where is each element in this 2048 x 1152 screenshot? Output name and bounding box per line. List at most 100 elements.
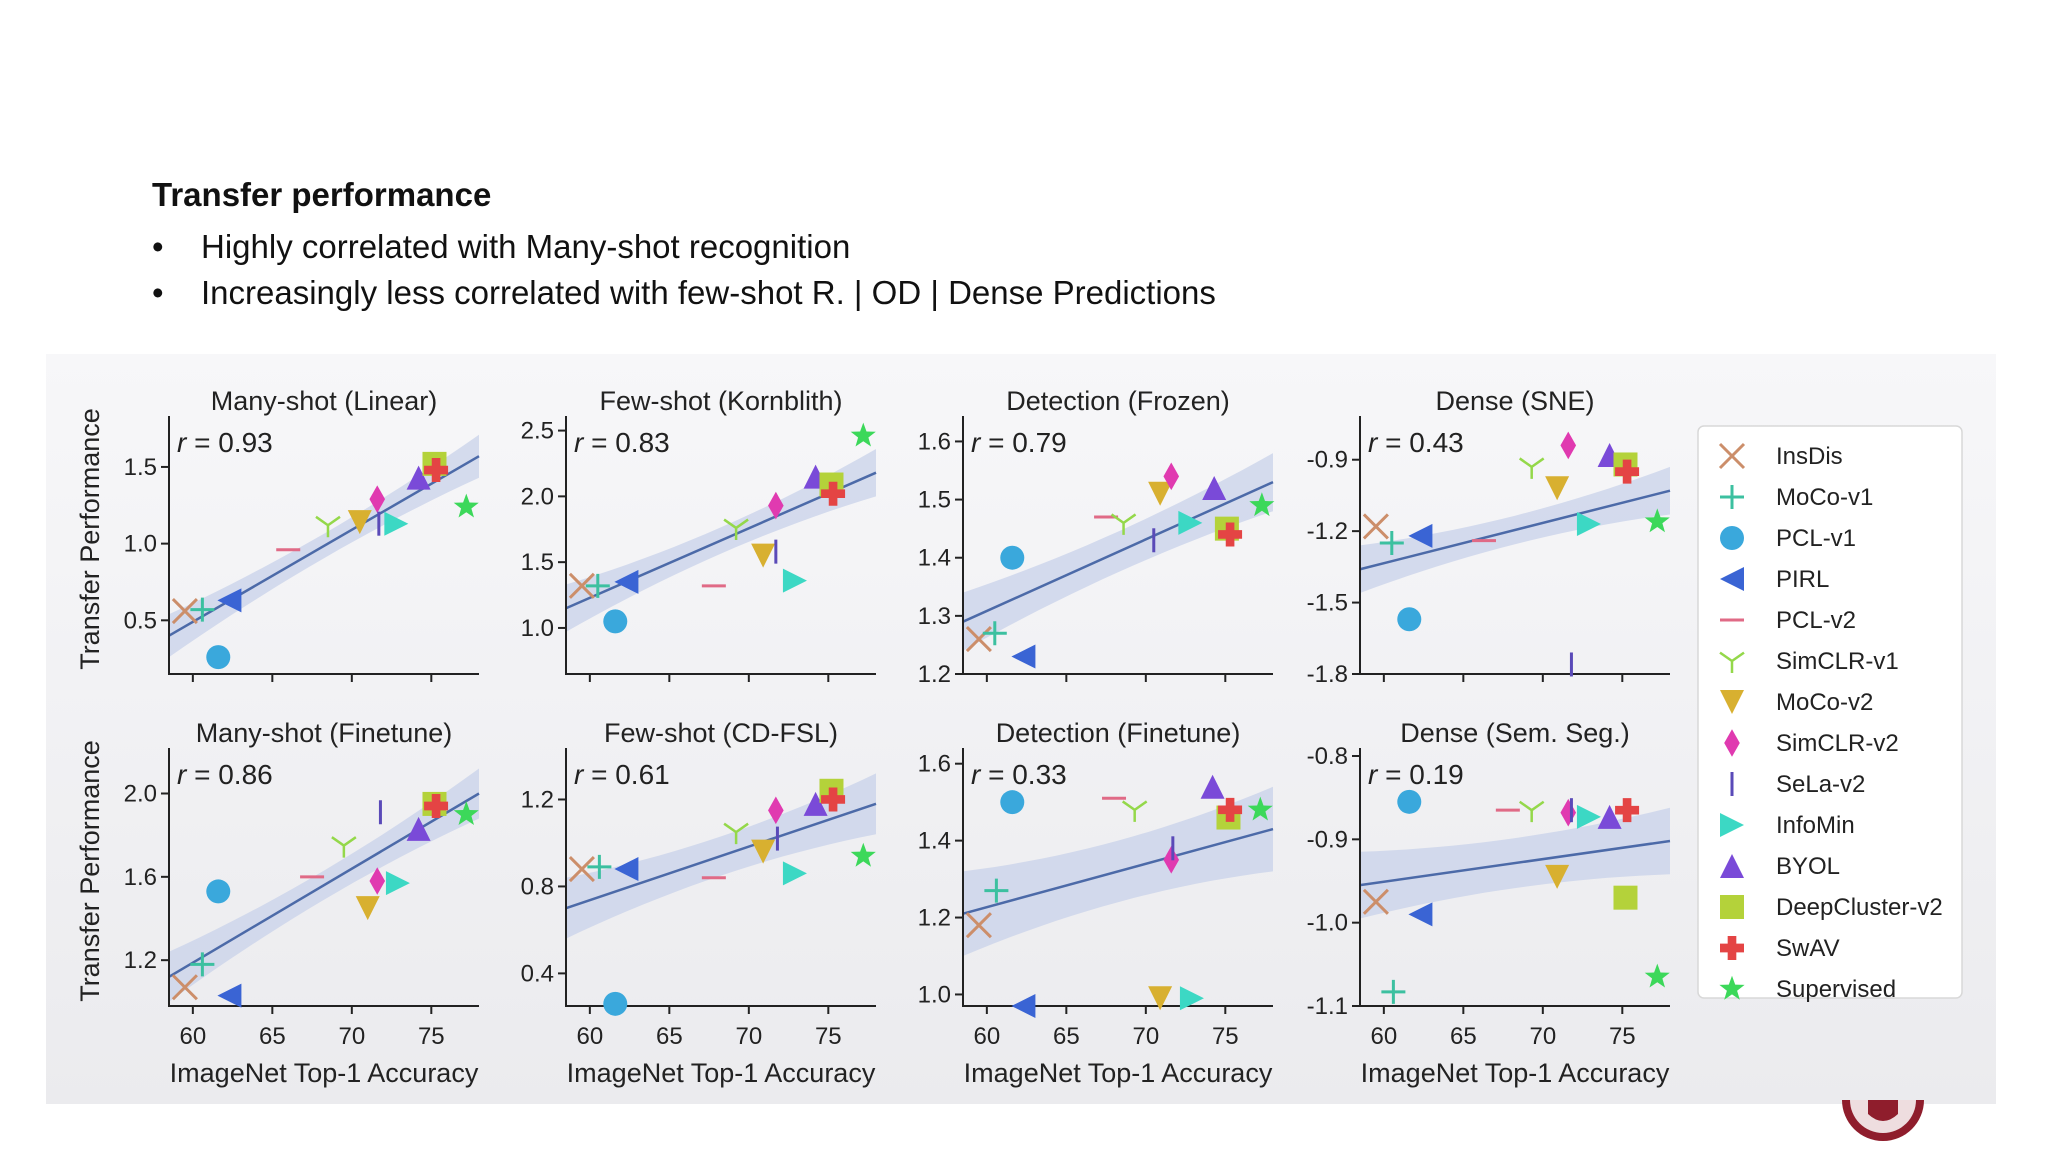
legend-label: BYOL: [1776, 853, 1840, 880]
data-point-byol: [803, 791, 828, 816]
x-tick-label: 60: [973, 1023, 1000, 1050]
x-tick-label: 75: [815, 1023, 842, 1050]
data-point-moco-v1: [585, 573, 610, 598]
data-point-supervised: [1249, 492, 1275, 517]
data-point-moco-v2: [751, 543, 776, 568]
data-point-moco-v2: [751, 839, 776, 864]
data-point-insdis: [568, 572, 595, 599]
data-point-moco-v2: [1148, 481, 1173, 506]
legend-entry: DeepCluster-v2: [1720, 894, 1943, 921]
data-point-moco-v1: [984, 878, 1009, 903]
legend-box: [1697, 425, 1963, 999]
data-point-moco-v2: [1545, 864, 1570, 889]
legend-entry: MoCo-v2: [1720, 689, 1873, 716]
data-point-swav: [1615, 798, 1640, 823]
data-point-simclr-v1: [1518, 800, 1545, 823]
x-tick-label: 60: [576, 1023, 603, 1050]
data-point-moco-v2: [1148, 986, 1173, 1011]
x-axis-label: ImageNet Top-1 Accuracy: [567, 1058, 876, 1088]
y-tick-label: -1.5: [1307, 590, 1348, 617]
data-point-supervised: [850, 422, 876, 447]
y-tick-label: 1.0: [124, 531, 157, 558]
subplot-title: Dense (SNE): [1435, 386, 1594, 416]
data-point-moco-v1: [190, 597, 215, 622]
y-tick-label: 1.2: [918, 661, 951, 688]
subplot: 1.2 1.6 2.0 60 65 70 75 Many-shot (Finetune) r =…: [75, 718, 480, 1088]
subplot: 0.4 0.8 1.2 60 65 70 75 Few-shot (CD-FSL) r = 0.…: [521, 718, 877, 1088]
bullet-text: Increasingly less correlated with few-sh…: [201, 274, 1216, 311]
subplot-title: Dense (Sem. Seg.): [1400, 718, 1630, 748]
axes-frame: [565, 748, 876, 1007]
regression-line: [168, 792, 480, 978]
data-point-byol: [1202, 475, 1227, 500]
data-point-infomin: [384, 511, 409, 536]
subplot: 0.5 1.0 1.5 Many-shot (Linear) r = 0.93 Trans…: [75, 386, 480, 682]
data-point-pcl-v1: [1397, 789, 1422, 814]
data-point-simclr-v1: [1110, 513, 1137, 535]
y-tick-label: 1.4: [918, 828, 951, 855]
chart-grid: 0.5 1.0 1.5 Many-shot (Linear) r = 0.93 Trans…: [75, 386, 1963, 1088]
x-tick-label: 65: [259, 1023, 286, 1050]
data-point-simclr-v2: [768, 491, 784, 520]
data-point-simclr-v1: [331, 836, 357, 858]
x-tick-label: 65: [1053, 1023, 1080, 1050]
bullet-item: • Highly correlated with Many-shot recog…: [152, 224, 1216, 270]
data-point-supervised: [1644, 508, 1670, 533]
legend-label: PCL-v1: [1776, 525, 1856, 552]
subplot: -1.8 -1.5 -1.2 -0.9 Dense (SNE) r = 0.43: [1307, 386, 1671, 688]
y-tick-label: 1.2: [124, 947, 157, 974]
data-point-insdis: [965, 912, 992, 939]
legend-label: MoCo-v2: [1776, 689, 1873, 716]
data-point-pirl: [1011, 644, 1036, 669]
correlation-annotation: r = 0.83: [574, 427, 670, 458]
data-point-simclr-v2: [1163, 846, 1180, 874]
subplot: 1.0 1.2 1.4 1.6 60 65 70 75 Detection (Finetune)…: [918, 718, 1274, 1088]
legend-label: MoCo-v1: [1776, 484, 1873, 511]
legend-entry: MoCo-v1: [1720, 484, 1873, 511]
legend-entry: Supervised: [1719, 975, 1896, 1003]
data-point-moco-v1: [1379, 531, 1404, 556]
legend-entry: InsDis: [1718, 442, 1843, 470]
subplot-title: Few-shot (Kornblith): [599, 386, 842, 416]
data-point-pcl-v1: [206, 879, 231, 904]
data-point-moco-v1: [1381, 979, 1406, 1004]
data-point-byol: [1597, 804, 1622, 829]
y-tick-label: -1.1: [1307, 993, 1348, 1020]
x-tick-label: 65: [1450, 1023, 1477, 1050]
data-point-simclr-v1: [723, 822, 749, 845]
x-tick-label: 70: [1132, 1023, 1159, 1050]
subplot-title: Many-shot (Linear): [211, 386, 438, 416]
data-point-swav: [424, 458, 449, 483]
data-point-pirl: [217, 588, 242, 613]
data-point-simclr-v1: [1121, 800, 1148, 822]
regression-line: [565, 802, 877, 910]
x-tick-label: 60: [1370, 1023, 1397, 1050]
data-point-insdis: [965, 626, 992, 653]
data-point-supervised: [453, 801, 479, 825]
x-tick-label: 65: [656, 1023, 683, 1050]
y-tick-label: 2.0: [521, 483, 554, 510]
data-point-pirl: [1408, 523, 1433, 548]
data-point-infomin: [782, 861, 807, 886]
legend-entry: BYOL: [1720, 853, 1840, 880]
data-point-pcl-v1: [1000, 545, 1025, 570]
data-point-infomin: [1178, 510, 1203, 535]
data-point-byol: [406, 816, 431, 841]
data-point-pirl: [614, 857, 639, 882]
legend-label: SeLa-v2: [1776, 771, 1865, 798]
y-tick-label: 1.4: [918, 545, 951, 572]
y-tick-label: 0.4: [521, 960, 554, 987]
regression-line: [168, 455, 480, 637]
data-point-insdis: [1362, 888, 1389, 915]
y-tick-label: -1.8: [1307, 661, 1348, 688]
y-tick-label: 1.2: [521, 786, 554, 813]
data-point-simclr-v1: [723, 518, 749, 540]
data-point-swav: [1615, 459, 1640, 484]
data-point-moco-v2: [355, 896, 380, 921]
y-tick-label: 2.5: [521, 418, 554, 445]
data-point-swav: [1218, 522, 1243, 547]
slide-title: Transfer performance: [152, 176, 492, 213]
legend-entry: SeLa-v2: [1730, 771, 1865, 798]
legend-label: DeepCluster-v2: [1776, 894, 1943, 921]
data-point-supervised: [453, 493, 479, 518]
